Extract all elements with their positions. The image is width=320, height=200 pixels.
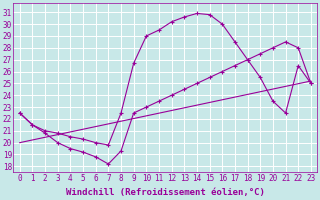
X-axis label: Windchill (Refroidissement éolien,°C): Windchill (Refroidissement éolien,°C) [66,188,265,197]
